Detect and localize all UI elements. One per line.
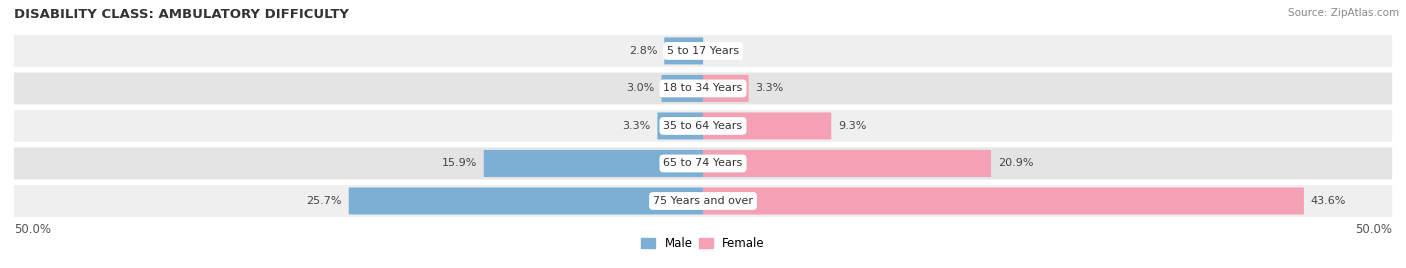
Text: 2.8%: 2.8% bbox=[628, 46, 658, 56]
Text: Source: ZipAtlas.com: Source: ZipAtlas.com bbox=[1288, 8, 1399, 18]
Text: 50.0%: 50.0% bbox=[1355, 223, 1392, 236]
FancyBboxPatch shape bbox=[662, 75, 703, 102]
Text: 65 to 74 Years: 65 to 74 Years bbox=[664, 158, 742, 169]
FancyBboxPatch shape bbox=[664, 38, 703, 64]
FancyBboxPatch shape bbox=[703, 75, 748, 102]
Text: 50.0%: 50.0% bbox=[14, 223, 51, 236]
FancyBboxPatch shape bbox=[14, 35, 1392, 67]
FancyBboxPatch shape bbox=[349, 188, 703, 214]
Text: 3.3%: 3.3% bbox=[755, 83, 783, 94]
FancyBboxPatch shape bbox=[658, 113, 703, 139]
Text: 3.0%: 3.0% bbox=[627, 83, 655, 94]
Text: 75 Years and over: 75 Years and over bbox=[652, 196, 754, 206]
Text: 9.3%: 9.3% bbox=[838, 121, 866, 131]
Text: 25.7%: 25.7% bbox=[307, 196, 342, 206]
FancyBboxPatch shape bbox=[14, 147, 1392, 180]
Text: 43.6%: 43.6% bbox=[1310, 196, 1346, 206]
FancyBboxPatch shape bbox=[484, 150, 703, 177]
Text: 5 to 17 Years: 5 to 17 Years bbox=[666, 46, 740, 56]
FancyBboxPatch shape bbox=[703, 113, 831, 139]
Text: 20.9%: 20.9% bbox=[998, 158, 1033, 169]
FancyBboxPatch shape bbox=[14, 72, 1392, 104]
FancyBboxPatch shape bbox=[703, 150, 991, 177]
FancyBboxPatch shape bbox=[14, 110, 1392, 142]
Text: 0.0%: 0.0% bbox=[710, 46, 738, 56]
Text: 15.9%: 15.9% bbox=[441, 158, 477, 169]
Text: DISABILITY CLASS: AMBULATORY DIFFICULTY: DISABILITY CLASS: AMBULATORY DIFFICULTY bbox=[14, 8, 349, 21]
FancyBboxPatch shape bbox=[14, 185, 1392, 217]
Text: 3.3%: 3.3% bbox=[623, 121, 651, 131]
Legend: Male, Female: Male, Female bbox=[637, 233, 769, 255]
FancyBboxPatch shape bbox=[703, 188, 1303, 214]
Text: 18 to 34 Years: 18 to 34 Years bbox=[664, 83, 742, 94]
Text: 35 to 64 Years: 35 to 64 Years bbox=[664, 121, 742, 131]
